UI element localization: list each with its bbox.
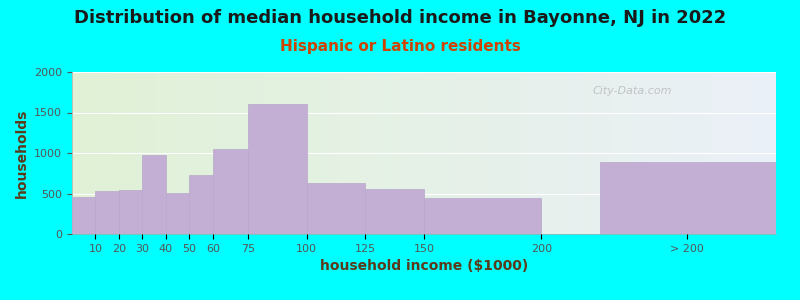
X-axis label: household income ($1000): household income ($1000) [320, 259, 528, 273]
Bar [190, 175, 213, 234]
Bar [213, 149, 248, 234]
Y-axis label: households: households [14, 108, 29, 198]
Bar [600, 162, 776, 234]
Bar [248, 104, 306, 234]
Bar [72, 197, 95, 234]
Bar [424, 198, 542, 234]
Text: Distribution of median household income in Bayonne, NJ in 2022: Distribution of median household income … [74, 9, 726, 27]
Text: City-Data.com: City-Data.com [593, 86, 673, 96]
Text: Hispanic or Latino residents: Hispanic or Latino residents [279, 39, 521, 54]
Bar [95, 191, 119, 234]
Bar [166, 193, 190, 234]
Bar [119, 190, 142, 234]
Bar [142, 155, 166, 234]
Bar [366, 189, 424, 234]
Bar [306, 183, 366, 234]
